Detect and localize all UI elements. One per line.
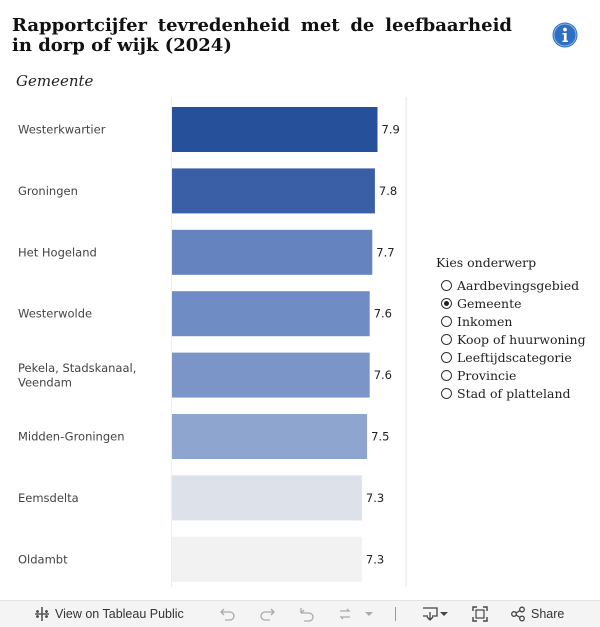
undo-icon <box>220 608 235 621</box>
bar-groningen[interactable] <box>172 168 375 214</box>
view-on-tableau-public-button[interactable]: View on Tableau Public <box>34 605 184 623</box>
radio-label: Leeftijdscategorie <box>457 349 572 365</box>
category-label: Westerwolde <box>18 307 92 321</box>
radio-option-stad-of-platteland[interactable]: Stad of platteland <box>441 384 586 402</box>
value-label: 7.3 <box>366 552 384 566</box>
radio-label: Aardbevingsgebied <box>457 277 580 293</box>
category-label: Het Hogeland <box>18 245 97 259</box>
redo-button[interactable] <box>258 605 276 623</box>
category-label: Midden-Groningen <box>18 430 125 444</box>
radio-option-leeftijdscategorie[interactable]: Leeftijdscategorie <box>441 348 586 366</box>
info-icon[interactable] <box>552 22 578 48</box>
refresh-icon <box>339 608 351 620</box>
radio-unchecked-icon[interactable] <box>441 369 452 381</box>
bar-oldambt[interactable] <box>172 536 362 582</box>
category-label: Pekela, Stadskanaal, Veendam <box>18 361 136 390</box>
radio-option-provincie[interactable]: Provincie <box>441 366 586 384</box>
value-label: 7.6 <box>374 368 392 382</box>
undo-button[interactable] <box>219 605 237 623</box>
tableau-logo-icon <box>35 607 49 621</box>
chevron-down-icon <box>440 612 448 616</box>
revert-button[interactable] <box>298 605 316 623</box>
view-on-tableau-public-label: View on Tableau Public <box>55 607 184 621</box>
value-label: 7.6 <box>374 307 392 321</box>
redo-icon <box>260 608 275 621</box>
bar-chart: 7.9 Westerkwartier 7.8 Groningen 7.7 Het Hoge… <box>18 97 407 587</box>
toolbar-divider <box>395 607 396 621</box>
bar-het-hogeland[interactable] <box>172 229 373 275</box>
radio-option-aardbevingsgebied[interactable]: Aardbevingsgebied <box>441 276 586 294</box>
axis-title-gemeente: Gemeente <box>16 72 94 90</box>
chevron-down-icon <box>365 612 373 616</box>
value-label: 7.7 <box>376 245 394 259</box>
value-label: 7.8 <box>379 184 397 198</box>
category-label: Groningen <box>18 184 78 198</box>
radio-unchecked-icon[interactable] <box>441 387 452 399</box>
radio-checked-icon[interactable] <box>441 297 452 309</box>
refresh-menu-button[interactable] <box>364 605 374 623</box>
radio-option-koop-of-huurwoning[interactable]: Koop of huurwoning <box>441 330 586 348</box>
radio-label: Gemeente <box>457 295 522 311</box>
bar-midden-groningen[interactable] <box>172 414 368 459</box>
share-icon <box>511 606 525 622</box>
topic-selector: Kies onderwerp Aardbevingsgebied Gemeente… <box>436 255 586 402</box>
share-button[interactable]: Share <box>510 605 564 623</box>
category-label: Eemsdelta <box>18 491 79 505</box>
radio-label: Stad of platteland <box>457 385 571 401</box>
fullscreen-button[interactable] <box>471 605 489 623</box>
tableau-toolbar: View on Tableau Public <box>0 600 600 627</box>
radio-unchecked-icon[interactable] <box>441 351 452 363</box>
category-label: Westerkwartier <box>18 123 106 137</box>
radio-label: Inkomen <box>457 313 513 329</box>
radio-unchecked-icon[interactable] <box>441 279 452 291</box>
radio-option-inkomen[interactable]: Inkomen <box>441 312 586 330</box>
refresh-button[interactable] <box>336 605 354 623</box>
revert-icon <box>300 608 314 622</box>
value-label: 7.3 <box>366 491 384 505</box>
category-label: Oldambt <box>18 552 68 566</box>
fullscreen-icon <box>472 606 488 622</box>
radio-unchecked-icon[interactable] <box>441 333 452 345</box>
bar-westerkwartier[interactable] <box>172 107 378 152</box>
bar-westerwolde[interactable] <box>172 291 370 337</box>
radio-label: Provincie <box>457 367 517 383</box>
download-icon <box>423 607 438 621</box>
value-label: 7.5 <box>371 430 389 444</box>
share-label: Share <box>531 607 565 621</box>
bar-pekela-stadskanaal-veendam[interactable] <box>172 352 370 398</box>
chart-title: Rapportcijfer tevredenheid met de leefba… <box>12 15 512 56</box>
bar-eemsdelta[interactable] <box>172 475 362 521</box>
radio-label: Koop of huurwoning <box>457 331 586 347</box>
value-label: 7.9 <box>382 123 400 137</box>
legend-title: Kies onderwerp <box>436 255 537 270</box>
radio-option-gemeente[interactable]: Gemeente <box>441 294 586 312</box>
radio-unchecked-icon[interactable] <box>441 315 452 327</box>
download-button[interactable] <box>421 605 449 623</box>
